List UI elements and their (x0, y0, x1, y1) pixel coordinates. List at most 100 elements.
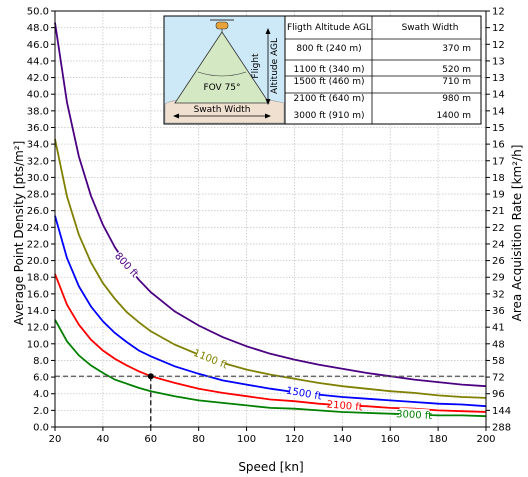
table-row-2-swath: 520 m (442, 65, 471, 75)
fov-cone (174, 31, 270, 104)
x-tick-label: 60 (144, 434, 157, 445)
y2-tick-label: 22 (492, 223, 505, 234)
y2-tick-label: 24 (492, 239, 505, 250)
y2-tick-label: 36 (492, 306, 505, 317)
y-tick-label: 2.0 (33, 406, 49, 417)
series-line-1500-ft (54, 215, 487, 408)
series-line-800-ft (54, 22, 487, 388)
y-tick-label: 18.0 (27, 273, 49, 284)
series-label: 1100 ft (192, 348, 229, 372)
y2-tick-label: 96 (492, 389, 505, 400)
series-label: 1500 ft (285, 386, 322, 403)
series-label: 3000 ft (396, 409, 432, 422)
x-tick-label: 120 (285, 434, 304, 445)
x-tick-label: 80 (192, 434, 205, 445)
series-label-background (194, 347, 227, 370)
y-tick-label: 28.0 (27, 190, 49, 201)
swath-table: Fligth Altitude AGL Swath Width 800 ft (… (284, 15, 482, 125)
y2-tick-label: 12 (492, 7, 505, 18)
y-tick-label: 16.0 (27, 289, 49, 300)
series-label-background (112, 249, 142, 280)
y-tick-label: 50.0 (27, 7, 49, 18)
y-tick-label: 48.0 (27, 23, 49, 34)
series-line-2100-ft (54, 273, 487, 413)
y-tick-label: 26.0 (27, 206, 49, 217)
y2-tick-label: 21 (492, 206, 505, 217)
altitude-arrow-head-top (265, 28, 271, 34)
y2-tick-label: 13 (492, 56, 505, 67)
y-tick-label: 14.0 (27, 306, 49, 317)
x-tick-label: 160 (381, 434, 400, 445)
table-row-3-swath: 710 m (442, 77, 471, 87)
y-tick-label: 42.0 (27, 73, 49, 84)
inset-schematic: FOV 75° Flight Altitude AGL Swath Width (163, 15, 286, 125)
swath-arrow-head-left (173, 113, 179, 119)
altitude-arrow-head-bottom (265, 99, 271, 105)
plot-frame (54, 10, 487, 428)
table-row-1-swath: 370 m (442, 44, 471, 54)
y-tick-label: 44.0 (27, 56, 49, 67)
swath-arrow-head-right (265, 113, 271, 119)
y-tick-label: 4.0 (33, 389, 49, 400)
y2-tick-label: 29 (492, 273, 505, 284)
x-axis-label: Speed [kn] (238, 460, 303, 474)
y-tick-label: 6.0 (33, 373, 49, 384)
table-row-5-swath: 1400 m (436, 111, 471, 121)
altitude-label-line1: Flight (251, 53, 261, 79)
series-label-background (398, 407, 430, 422)
y2-tick-label: 144 (492, 406, 511, 417)
y-tick-label: 22.0 (27, 239, 49, 250)
y2-tick-label: 13 (492, 73, 505, 84)
y2-tick-label: 14 (492, 106, 505, 117)
y-tick-label: 10.0 (27, 339, 49, 350)
y2-tick-label: 288 (492, 423, 511, 434)
swath-label: Swath Width (194, 105, 251, 115)
y-tick-label: 46.0 (27, 40, 49, 51)
y2-tick-label: 41 (492, 323, 505, 334)
y-tick-label: 20.0 (27, 256, 49, 267)
overlay (55, 373, 486, 427)
y-tick-label: 24.0 (27, 223, 49, 234)
y-axis-label: Average Point Density [pts/m²] (12, 141, 26, 326)
table-row-1-altitude: 800 ft (240 m) (296, 44, 361, 54)
y-tick-label: 12.0 (27, 323, 49, 334)
x-tick-label: 20 (49, 434, 62, 445)
y2-tick-label: 12 (492, 40, 505, 51)
y2-axis-label: Area Acquisition Rate [km²/h] (510, 145, 524, 322)
table-gridlines (285, 16, 481, 124)
series-label-background (329, 398, 361, 413)
y2-tick-label: 18 (492, 173, 505, 184)
table-header-swath: Swath Width (402, 23, 459, 33)
y-tick-label: 32.0 (27, 156, 49, 167)
x-tick-label: 200 (476, 434, 495, 445)
y2-tick-label: 12 (492, 23, 505, 34)
y-tick-label: 38.0 (27, 106, 49, 117)
marker-point (147, 373, 154, 380)
series-label-background (288, 384, 320, 402)
altitude-label-line2: Altitude AGL (270, 38, 280, 94)
y2-tick-label: 15 (492, 123, 505, 134)
y2-tick-label: 58 (492, 356, 505, 367)
y2-tick-label: 16 (492, 140, 505, 151)
table-row-3-altitude: 1500 ft (460 m) (294, 77, 365, 87)
table-row-4-swath: 980 m (442, 94, 471, 104)
x-tick-label: 100 (237, 434, 256, 445)
y-tick-label: 8.0 (33, 356, 49, 367)
series-line-1100-ft (54, 138, 487, 399)
table-header-altitude: Fligth Altitude AGL (287, 23, 371, 33)
y-axis-left: 0.0 2.0 4.0 6.0 8.0 10.0 12.0 14.0 16.0 18.0 20.0 2… (27, 7, 55, 434)
x-tick-label: 140 (333, 434, 352, 445)
y2-tick-label: 14 (492, 90, 505, 101)
y-tick-label: 40.0 (27, 90, 49, 101)
y-tick-label: 30.0 (27, 173, 49, 184)
fov-label: FOV 75° (203, 83, 240, 93)
table-row-2-altitude: 1100 ft (340 m) (294, 65, 365, 75)
x-axis: 20 40 60 80 100 120 140 160 180 200 (49, 427, 496, 445)
table-row-5-altitude: 3000 ft (910 m) (294, 111, 365, 121)
x-tick-label: 40 (97, 434, 110, 445)
y-tick-label: 36.0 (27, 123, 49, 134)
y2-tick-label: 26 (492, 256, 505, 267)
y2-tick-label: 72 (492, 373, 505, 384)
fov-arc (197, 71, 247, 77)
